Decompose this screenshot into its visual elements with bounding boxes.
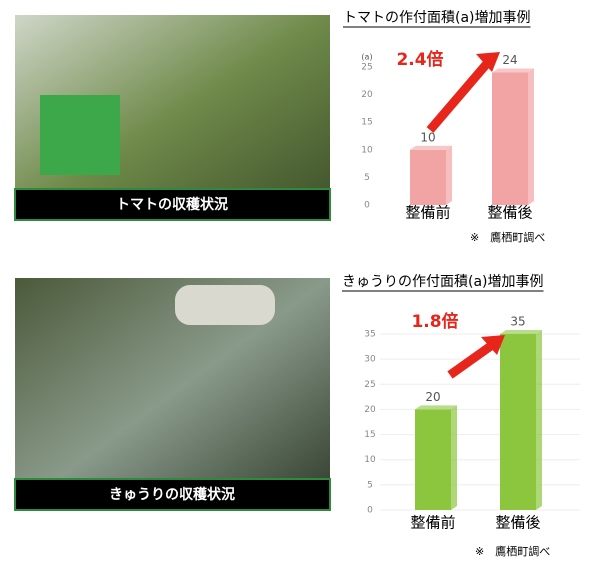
y-tick-label: 0 xyxy=(364,201,370,211)
y-tick-label: 35 xyxy=(364,330,375,340)
bar-top xyxy=(500,330,542,334)
bar-top xyxy=(410,146,452,150)
page: トマトの収穫状況 きゅうりの収穫状況 トマトの作付面積(a)増加事例 (a) 0 5 1… xyxy=(0,0,607,568)
bar-top xyxy=(492,69,534,73)
y-tick-label: 0 xyxy=(367,506,373,516)
arrow-shaft xyxy=(430,60,490,130)
y-tick-label: 20 xyxy=(364,405,376,415)
caption: トマトの収穫状況 xyxy=(116,196,228,213)
photo-cap xyxy=(175,285,275,325)
bar-side xyxy=(446,146,452,205)
x-tick-label: 整備後 xyxy=(487,204,532,222)
chart-title: きゅうりの作付面積(a)増加事例 xyxy=(342,274,544,290)
note: ※ 鷹栖町調べ xyxy=(475,544,550,558)
y-tick-label: 5 xyxy=(364,173,370,183)
value-label: 35 xyxy=(510,315,525,329)
y-tick-label: 5 xyxy=(367,480,373,490)
x-tick-label: 整備前 xyxy=(410,514,455,532)
y-tick-label: 20 xyxy=(361,90,373,100)
caption: きゅうりの収穫状況 xyxy=(109,486,235,503)
y-tick-label: 25 xyxy=(361,63,372,73)
y-tick-label: 30 xyxy=(364,355,376,365)
bar-side xyxy=(536,330,542,510)
x-tick-label: 整備前 xyxy=(405,204,450,222)
unit-label: (a) xyxy=(361,53,372,62)
y-tick-label: 25 xyxy=(364,380,375,390)
y-tick-label: 15 xyxy=(361,118,372,128)
bar-side xyxy=(451,405,457,510)
y-tick-label: 10 xyxy=(364,455,376,465)
chart-title: トマトの作付面積(a)増加事例 xyxy=(343,10,531,26)
photo-crate xyxy=(40,95,120,175)
bar xyxy=(410,150,446,205)
value-label: 20 xyxy=(425,390,440,404)
annotation: 2.4倍 xyxy=(396,49,443,70)
bar xyxy=(415,409,451,510)
x-tick-label: 整備後 xyxy=(495,514,540,532)
bar xyxy=(492,73,528,205)
bar-side xyxy=(528,69,534,205)
annotation: 1.8倍 xyxy=(411,311,458,332)
y-tick-label: 15 xyxy=(364,430,375,440)
value-label: 24 xyxy=(502,53,517,67)
bar xyxy=(500,334,536,510)
photo xyxy=(15,278,330,510)
note: ※ 鷹栖町調べ xyxy=(470,230,545,244)
bar-top xyxy=(415,405,457,409)
y-tick-label: 10 xyxy=(361,145,373,155)
